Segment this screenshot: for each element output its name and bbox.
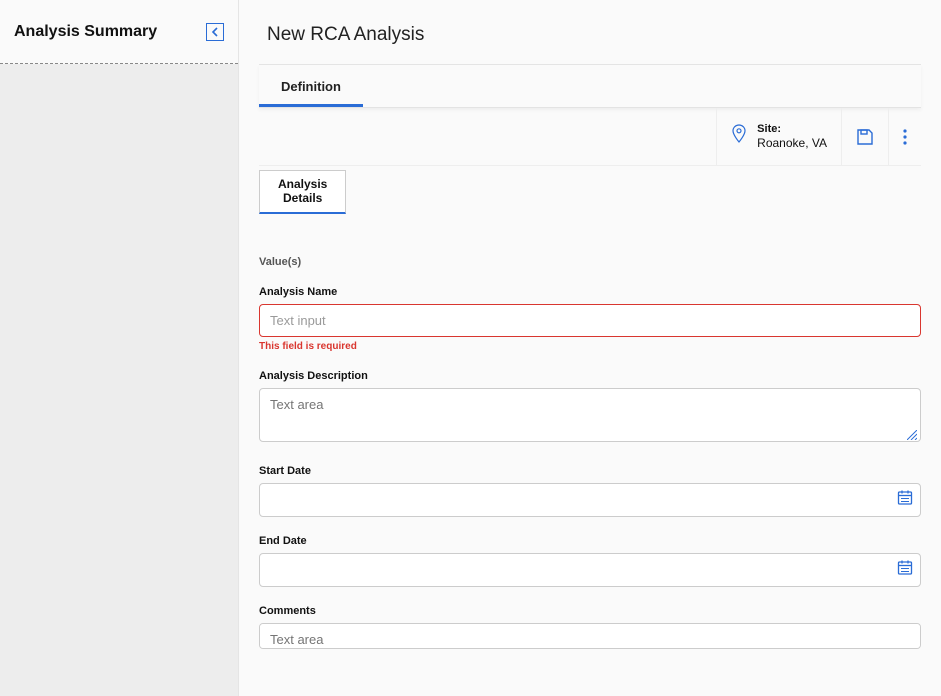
save-icon: [856, 128, 874, 146]
sidebar-title: Analysis Summary: [14, 23, 157, 41]
calendar-icon[interactable]: [897, 489, 913, 510]
sidebar-header: Analysis Summary: [0, 0, 238, 64]
subtab-line2: Details: [283, 191, 322, 205]
subtabs: Analysis Details: [259, 170, 921, 214]
subtab-line1: Analysis: [278, 177, 327, 191]
main-panel: New RCA Analysis Definition: [238, 0, 941, 696]
subtab-analysis-details[interactable]: Analysis Details: [259, 170, 346, 214]
sidebar-collapse-button[interactable]: [206, 23, 224, 41]
sidebar: Analysis Summary: [0, 0, 238, 696]
site-label: Site:: [757, 123, 827, 136]
toolbar: Site: Roanoke, VA: [259, 108, 921, 166]
label-analysis-name: Analysis Name: [259, 286, 921, 298]
label-start-date: Start Date: [259, 465, 921, 477]
calendar-icon[interactable]: [897, 559, 913, 580]
page-title: New RCA Analysis: [259, 0, 921, 65]
start-date-input[interactable]: [259, 483, 921, 517]
end-date-input[interactable]: [259, 553, 921, 587]
tabs: Definition: [259, 65, 921, 108]
site-value: Roanoke, VA: [757, 136, 827, 150]
form: Value(s) Analysis Name This field is req…: [259, 214, 921, 654]
comments-input[interactable]: [259, 623, 921, 649]
label-end-date: End Date: [259, 535, 921, 547]
chevron-left-icon: [211, 27, 219, 37]
vertical-dots-icon: [903, 129, 907, 145]
tab-label: Definition: [281, 79, 341, 94]
analysis-name-error: This field is required: [259, 341, 921, 352]
tab-definition[interactable]: Definition: [259, 65, 363, 107]
analysis-name-input[interactable]: [259, 304, 921, 337]
label-comments: Comments: [259, 605, 921, 617]
analysis-description-input[interactable]: [259, 388, 921, 442]
section-label-values: Value(s): [259, 256, 921, 268]
location-pin-icon: [731, 124, 747, 149]
more-menu-button[interactable]: [888, 108, 921, 165]
label-analysis-description: Analysis Description: [259, 370, 921, 382]
save-button[interactable]: [841, 108, 888, 165]
site-selector[interactable]: Site: Roanoke, VA: [716, 108, 841, 165]
